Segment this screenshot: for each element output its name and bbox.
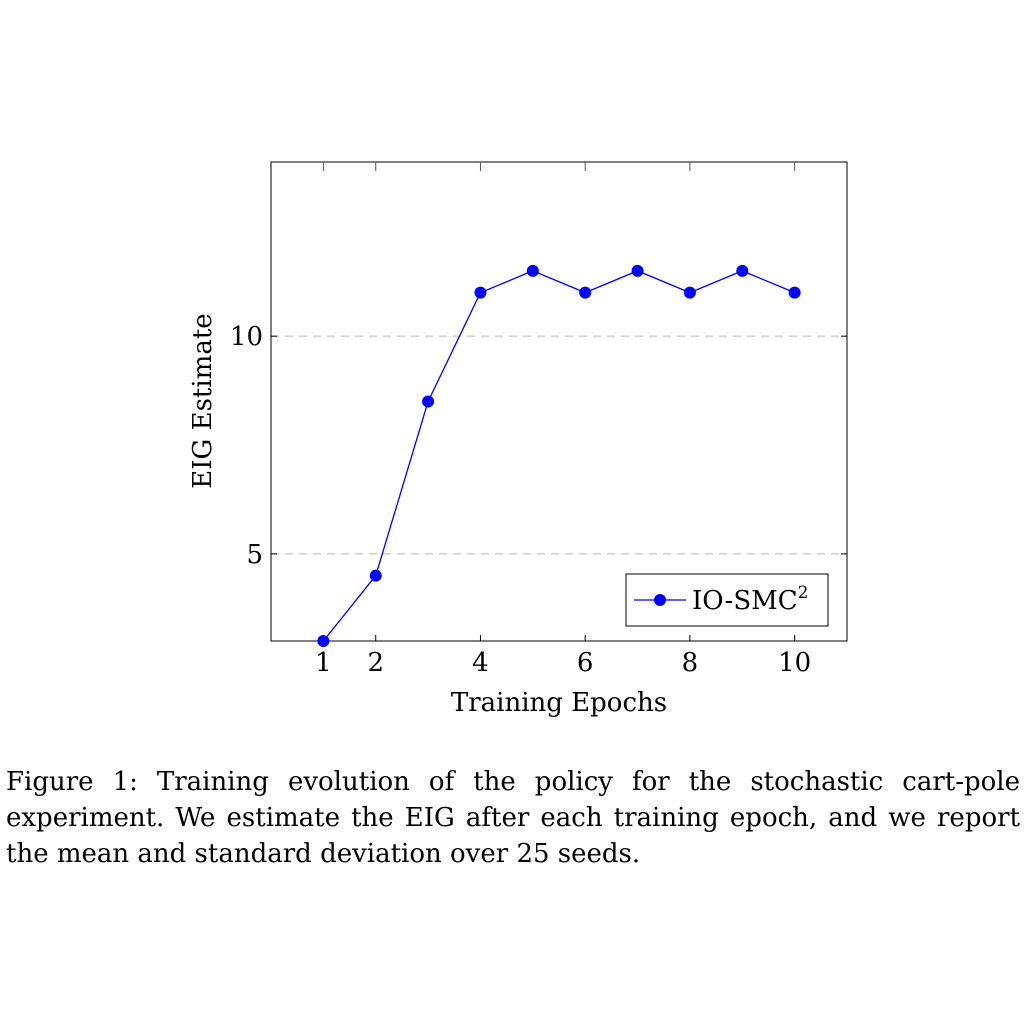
series-line-0 bbox=[322, 270, 795, 642]
data-point-epoch-9 bbox=[736, 264, 749, 277]
figure-caption: Figure 1: Training evolution of the poli… bbox=[6, 767, 1020, 869]
legend-series-name: IO-SMC bbox=[692, 586, 798, 616]
legend-entry-label: IO-SMC2 bbox=[692, 583, 808, 616]
series-layer bbox=[317, 264, 801, 647]
data-point-epoch-10 bbox=[788, 286, 801, 299]
x-tick-label-4: 4 bbox=[472, 648, 489, 678]
data-point-epoch-5 bbox=[526, 264, 539, 277]
y-tick-label-10: 10 bbox=[230, 322, 263, 352]
data-point-epoch-4 bbox=[474, 286, 487, 299]
legend-series-superscript: 2 bbox=[798, 583, 809, 603]
data-point-epoch-6 bbox=[579, 286, 592, 299]
y-tick-label-5: 5 bbox=[246, 540, 263, 570]
legend: IO-SMC2 bbox=[625, 573, 829, 627]
x-tick-label-8: 8 bbox=[682, 648, 699, 678]
x-tick-label-10: 10 bbox=[778, 648, 811, 678]
plot-area-frame bbox=[270, 161, 848, 642]
data-point-epoch-1 bbox=[317, 635, 330, 647]
legend-marker-sample bbox=[654, 594, 666, 606]
x-tick-label-1: 1 bbox=[315, 648, 332, 678]
grid-lines bbox=[271, 335, 847, 555]
x-tick-label-2: 2 bbox=[367, 648, 384, 678]
y-axis-label: EIG Estimate bbox=[188, 313, 218, 488]
data-point-epoch-3 bbox=[422, 395, 435, 408]
data-point-epoch-2 bbox=[369, 569, 382, 582]
data-point-epoch-7 bbox=[631, 264, 644, 277]
axis-ticks bbox=[271, 162, 847, 641]
x-axis-label: Training Epochs bbox=[451, 688, 667, 718]
tick-labels: 5 10 1 2 4 6 8 10 bbox=[230, 322, 811, 678]
data-point-epoch-8 bbox=[683, 286, 696, 299]
x-tick-label-6: 6 bbox=[577, 648, 594, 678]
